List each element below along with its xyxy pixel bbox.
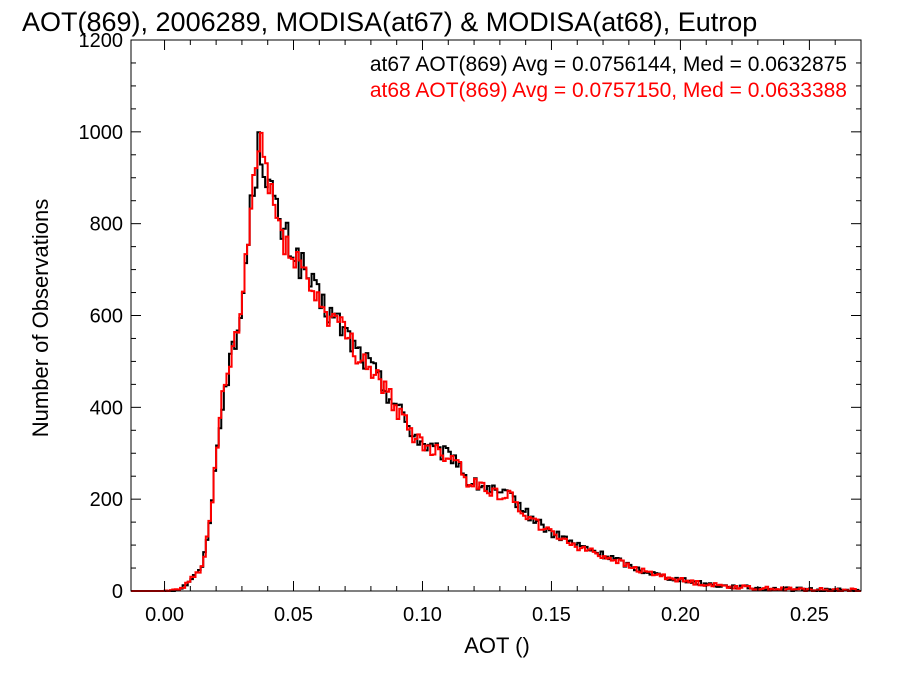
series-line-at68 [131,131,861,592]
x-tick-label: 0.25 [790,604,829,626]
y-tick-label: 200 [90,489,123,511]
series-line-at67 [131,131,861,592]
y-axis-label: Number of Observations [28,199,53,437]
y-tick-label: 1200 [79,30,124,52]
legend-entry-at67: at67 AOT(869) Avg = 0.0756144, Med = 0.0… [370,53,847,76]
x-tick-label: 0.15 [532,604,571,626]
y-tick-label: 400 [90,397,123,419]
plot-frame [130,39,862,592]
y-tick-label: 800 [90,214,123,236]
plot-area: 0.00 0.05 0.10 0.15 0.20 0.25 0 200 400 600 800 100… [79,30,862,626]
x-tick-label: 0.20 [661,604,700,626]
x-tick-label: 0.10 [403,604,442,626]
y-tick-label: 600 [90,306,123,328]
y-tick-label: 0 [112,581,123,603]
x-tick-label: 0.05 [274,604,313,626]
legend-entry-at68: at68 AOT(869) Avg = 0.0757150, Med = 0.0… [370,79,847,102]
y-tick-label: 1000 [79,122,124,144]
x-tick-label: 0.00 [145,604,184,626]
x-axis-label: AOT () [464,633,530,658]
chart-title: AOT(869), 2006289, MODISA(at67) & MODISA… [22,7,757,37]
